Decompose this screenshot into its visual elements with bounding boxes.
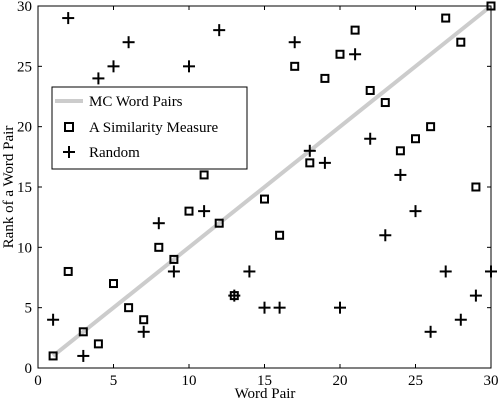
similarity-point [305, 158, 315, 168]
similarity-point [109, 279, 118, 289]
legend-square-icon [64, 122, 74, 132]
similarity-point [63, 266, 73, 276]
random-point [167, 265, 180, 278]
random-point [62, 12, 75, 25]
legend: MC Word Pairs A Similarity Measure Random [51, 86, 248, 170]
x-tick-label: 10 [182, 373, 197, 389]
y-tick-label: 0 [25, 361, 33, 377]
y-tick-label: 10 [17, 240, 32, 256]
random-point [334, 301, 346, 314]
similarity-point [169, 254, 179, 264]
similarity-point [275, 230, 285, 240]
similarity-point [395, 146, 405, 156]
axes: 0 5 10 15 20 25 30 0 5 10 15 20 25 30 [17, 0, 499, 389]
random-point [439, 265, 452, 278]
similarity-point [199, 170, 209, 180]
similarity-point [380, 98, 390, 108]
y-tick-label: 15 [17, 180, 32, 196]
similarity-point [260, 194, 269, 204]
similarity-point [426, 122, 436, 132]
random-point [137, 325, 150, 338]
x-tick-label: 0 [34, 373, 42, 389]
random-point [394, 168, 407, 181]
random-point [318, 156, 331, 169]
y-axis-label: Rank of a Word Pair [1, 126, 17, 249]
random-point [469, 289, 482, 302]
x-tick-label: 15 [257, 373, 272, 389]
random-point [424, 325, 437, 338]
y-tick-label: 30 [17, 0, 32, 15]
random-point [243, 265, 256, 278]
random-point [273, 301, 286, 314]
y-tick-label: 25 [17, 59, 32, 75]
random-point [379, 229, 392, 242]
similarity-point [154, 242, 164, 252]
similarity-point [93, 339, 103, 349]
similarity-point [335, 49, 345, 59]
random-point [92, 72, 105, 85]
x-axis-label: Word Pair [235, 386, 296, 401]
similarity-point [78, 327, 88, 337]
random-point [288, 36, 301, 49]
random-point [454, 313, 467, 326]
random-point [349, 48, 362, 61]
random-point [47, 313, 60, 326]
similarity-point [320, 73, 330, 83]
random-point [122, 36, 135, 49]
legend-box [51, 86, 248, 170]
similarity-point [441, 13, 451, 23]
y-tick-label: 5 [25, 301, 33, 317]
random-point [258, 301, 271, 314]
random-point [152, 217, 165, 230]
similarity-point [124, 303, 134, 313]
similarity-point [48, 351, 58, 361]
similarity-point [365, 85, 375, 95]
random-point [409, 205, 422, 218]
y-tick-label: 20 [17, 120, 32, 136]
random-point [183, 60, 195, 73]
random-point [303, 144, 316, 157]
random-point [213, 24, 226, 37]
x-tick-label: 30 [484, 373, 499, 389]
plot-area [38, 1, 497, 368]
random-point [228, 289, 241, 302]
legend-label: Random [89, 145, 140, 161]
similarity-point [139, 315, 149, 325]
similarity-point [411, 134, 420, 144]
similarity-point [184, 206, 194, 216]
random-point [107, 60, 120, 73]
x-tick-label: 5 [110, 373, 118, 389]
similarity-point [456, 37, 466, 47]
similarity-point [214, 218, 224, 228]
random-point [198, 205, 211, 218]
legend-label: MC Word Pairs [89, 94, 183, 110]
random-point [364, 132, 377, 145]
similarity-point [471, 182, 481, 192]
x-tick-label: 25 [408, 373, 423, 389]
mc-word-pairs-line [51, 4, 493, 358]
x-tick-label: 20 [333, 373, 348, 389]
random-point [77, 349, 90, 362]
legend-label: A Similarity Measure [89, 120, 218, 136]
similarity-point [350, 25, 360, 35]
similarity-point [290, 61, 300, 71]
